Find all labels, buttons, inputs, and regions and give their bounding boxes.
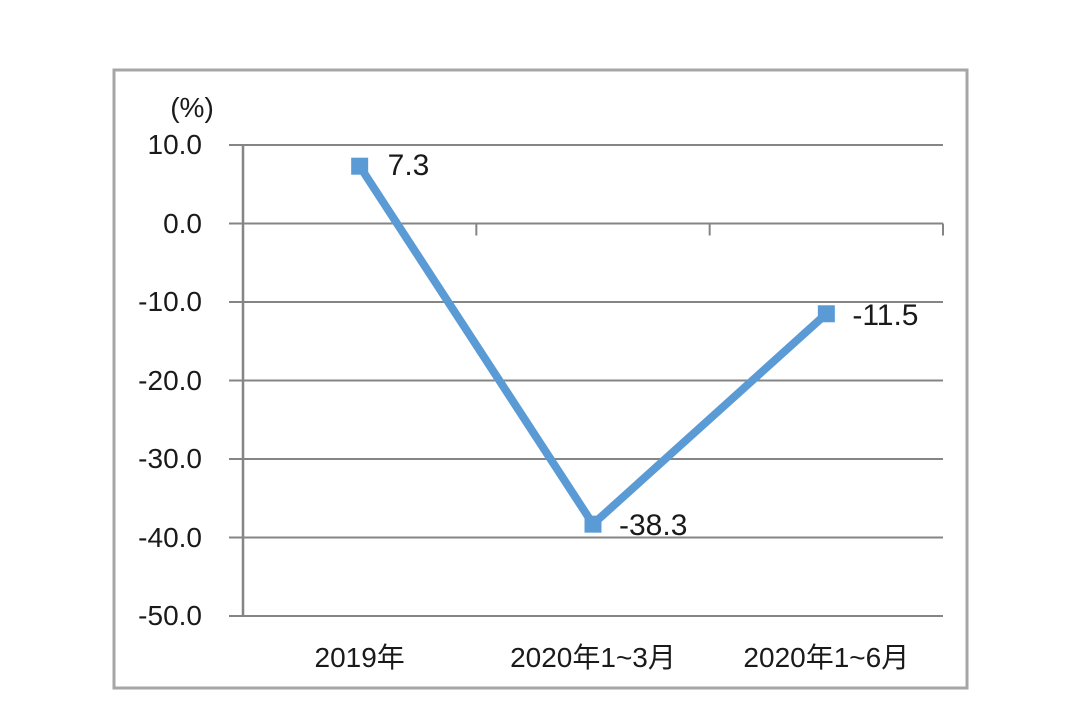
y-axis-unit-label: (%) [170, 92, 214, 123]
y-tick-label: 10.0 [147, 129, 203, 160]
data-point-marker [817, 305, 835, 323]
data-point-label: -11.5 [852, 298, 919, 332]
y-tick-label: -30.0 [138, 443, 202, 474]
data-point-marker [584, 515, 602, 533]
y-tick-label: 0.0 [163, 207, 202, 239]
data-point-marker [351, 157, 369, 175]
data-line [356, 164, 830, 531]
y-tick-label: -50.0 [138, 600, 202, 631]
data-point-label: 7.3 [387, 149, 430, 183]
x-category-label: 2020年1~3月 [510, 642, 676, 673]
x-category-label: 2019年 [314, 642, 405, 673]
y-tick-label: -40.0 [138, 521, 202, 553]
x-category-label: 2020年1~6月 [743, 642, 910, 673]
y-tick-label: -10.0 [138, 286, 202, 317]
chart-frame-border [112, 68, 969, 690]
y-tick-label: -20.0 [138, 364, 202, 396]
data-point-label: -38.3 [619, 509, 688, 543]
